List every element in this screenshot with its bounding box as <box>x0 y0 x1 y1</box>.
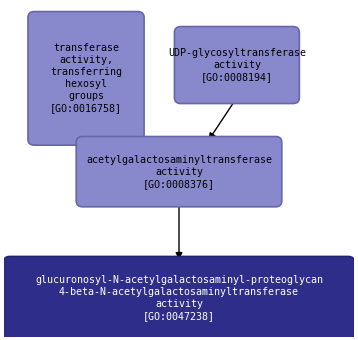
FancyBboxPatch shape <box>76 137 282 207</box>
Text: UDP-glycosyltransferase
activity
[GO:0008194]: UDP-glycosyltransferase activity [GO:000… <box>168 48 306 82</box>
FancyBboxPatch shape <box>4 256 354 340</box>
Text: acetylgalactosaminyltransferase
activity
[GO:0008376]: acetylgalactosaminyltransferase activity… <box>86 155 272 189</box>
FancyBboxPatch shape <box>174 27 299 103</box>
Text: glucuronosyl-N-acetylgalactosaminyl-proteoglycan
4-beta-N-acetylgalactosaminyltr: glucuronosyl-N-acetylgalactosaminyl-prot… <box>35 275 323 321</box>
FancyBboxPatch shape <box>28 12 144 145</box>
Text: transferase
activity,
transferring
hexosyl
groups
[GO:0016758]: transferase activity, transferring hexos… <box>50 44 122 113</box>
